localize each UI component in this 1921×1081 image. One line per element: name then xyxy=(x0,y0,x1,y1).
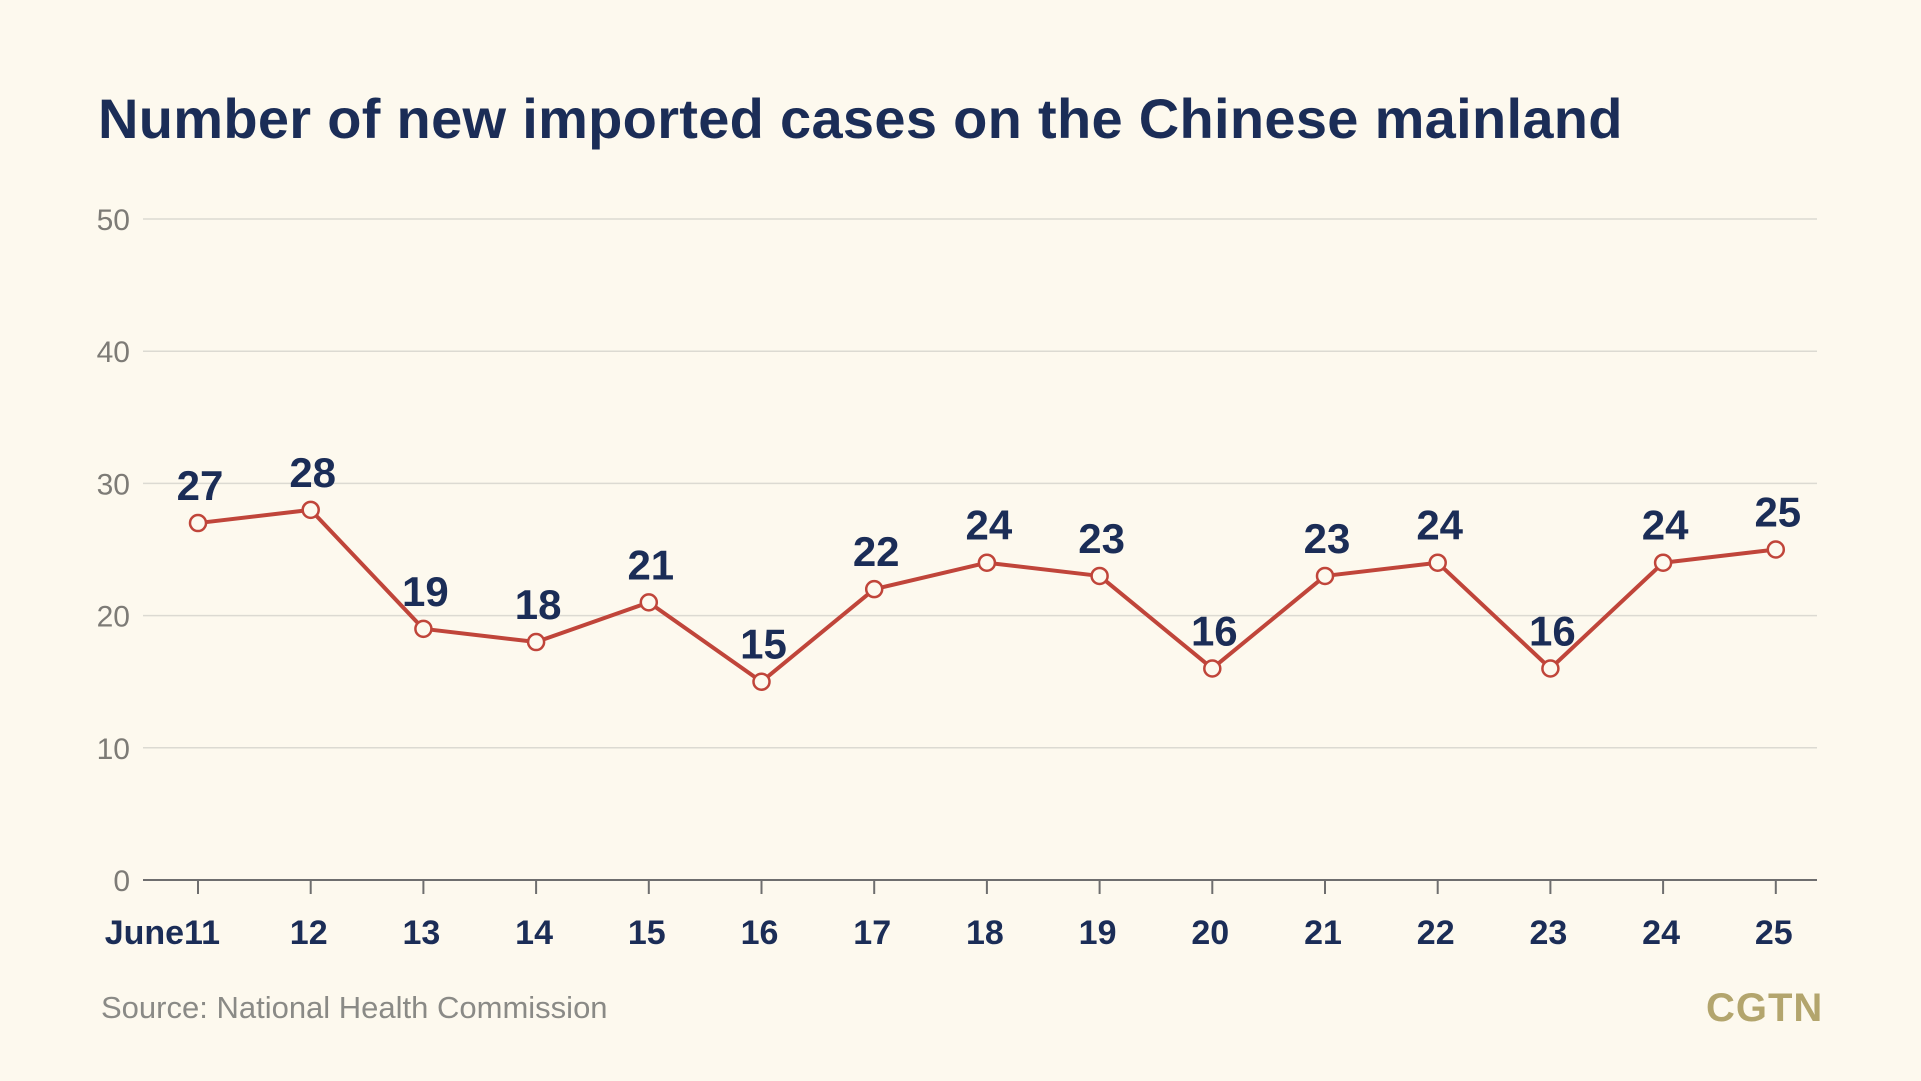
data-point-17 xyxy=(864,579,884,599)
data-point-19 xyxy=(1090,566,1109,586)
data-label-12: 28 xyxy=(289,449,336,496)
cgtn-logo: CGTN xyxy=(1706,986,1824,1030)
y-tick-label-10: 10 xyxy=(97,733,130,766)
y-tick-label-20: 20 xyxy=(97,601,130,634)
data-labels: 27 28 19 18 21 15 22 24 23 16 23 24 16 24 25 xyxy=(177,449,1802,668)
x-tick-label-24: 24 xyxy=(1642,914,1680,952)
data-point-21 xyxy=(1315,566,1335,586)
data-point-22 xyxy=(1428,553,1447,572)
x-axis xyxy=(143,879,1817,894)
data-label-22: 24 xyxy=(1416,502,1463,549)
x-tick-month-prefix: June xyxy=(105,914,184,952)
x-tick-label-19: 19 xyxy=(1079,914,1117,952)
data-label-18: 24 xyxy=(966,502,1013,549)
x-tick-label-18: 18 xyxy=(966,914,1004,952)
gridlines xyxy=(143,218,1817,749)
data-point-11 xyxy=(188,513,208,533)
y-tick-label-0: 0 xyxy=(113,865,130,898)
x-tick-label-22: 22 xyxy=(1417,914,1455,952)
data-label-11: 27 xyxy=(177,462,224,509)
x-tick-label-13: 13 xyxy=(402,914,440,952)
x-tick-label-23: 23 xyxy=(1529,914,1567,952)
data-point-12 xyxy=(301,500,320,520)
x-tick-label-15: 15 xyxy=(628,914,666,952)
data-label-13: 19 xyxy=(402,568,449,615)
source-note: Source: National Health Commission xyxy=(101,990,608,1025)
data-label-19: 23 xyxy=(1078,515,1125,562)
x-tick-label-14: 14 xyxy=(515,914,553,952)
data-label-16: 15 xyxy=(740,621,787,668)
data-point-14 xyxy=(526,632,546,652)
y-tick-label-30: 30 xyxy=(97,468,130,501)
y-axis-ticks: 0 10 20 30 40 50 xyxy=(97,204,130,898)
data-markers xyxy=(188,500,1786,691)
x-tick-label-20: 20 xyxy=(1191,914,1229,952)
data-label-15: 21 xyxy=(627,541,674,588)
x-tick-label-17: 17 xyxy=(853,914,891,952)
x-tick-label-11: June11 xyxy=(105,914,220,952)
data-point-13 xyxy=(414,619,433,639)
data-point-20 xyxy=(1203,659,1222,678)
data-point-18 xyxy=(977,553,997,572)
data-label-17: 22 xyxy=(853,528,900,575)
x-axis-ticks: June11 12 13 14 15 16 17 18 19 20 21 22 23 24 25 xyxy=(105,914,1793,952)
data-label-20: 16 xyxy=(1191,607,1238,654)
data-point-25 xyxy=(1766,540,1786,559)
y-tick-label-40: 40 xyxy=(97,336,130,369)
y-tick-label-50: 50 xyxy=(97,204,130,237)
x-tick-label-12: 12 xyxy=(290,914,328,952)
data-point-23 xyxy=(1541,659,1560,678)
data-point-16 xyxy=(752,672,771,691)
chart-title: Number of new imported cases on the Chin… xyxy=(98,87,1623,150)
data-label-24: 24 xyxy=(1642,502,1689,549)
x-tick-label-25: 25 xyxy=(1755,914,1793,952)
data-point-15 xyxy=(639,593,659,612)
data-label-23: 16 xyxy=(1529,607,1576,654)
x-tick-label-21: 21 xyxy=(1304,914,1342,952)
data-label-25: 25 xyxy=(1754,489,1801,536)
x-tick-label-16: 16 xyxy=(741,914,779,952)
data-point-24 xyxy=(1653,553,1673,572)
data-label-14: 18 xyxy=(515,581,562,628)
data-label-21: 23 xyxy=(1304,515,1351,562)
